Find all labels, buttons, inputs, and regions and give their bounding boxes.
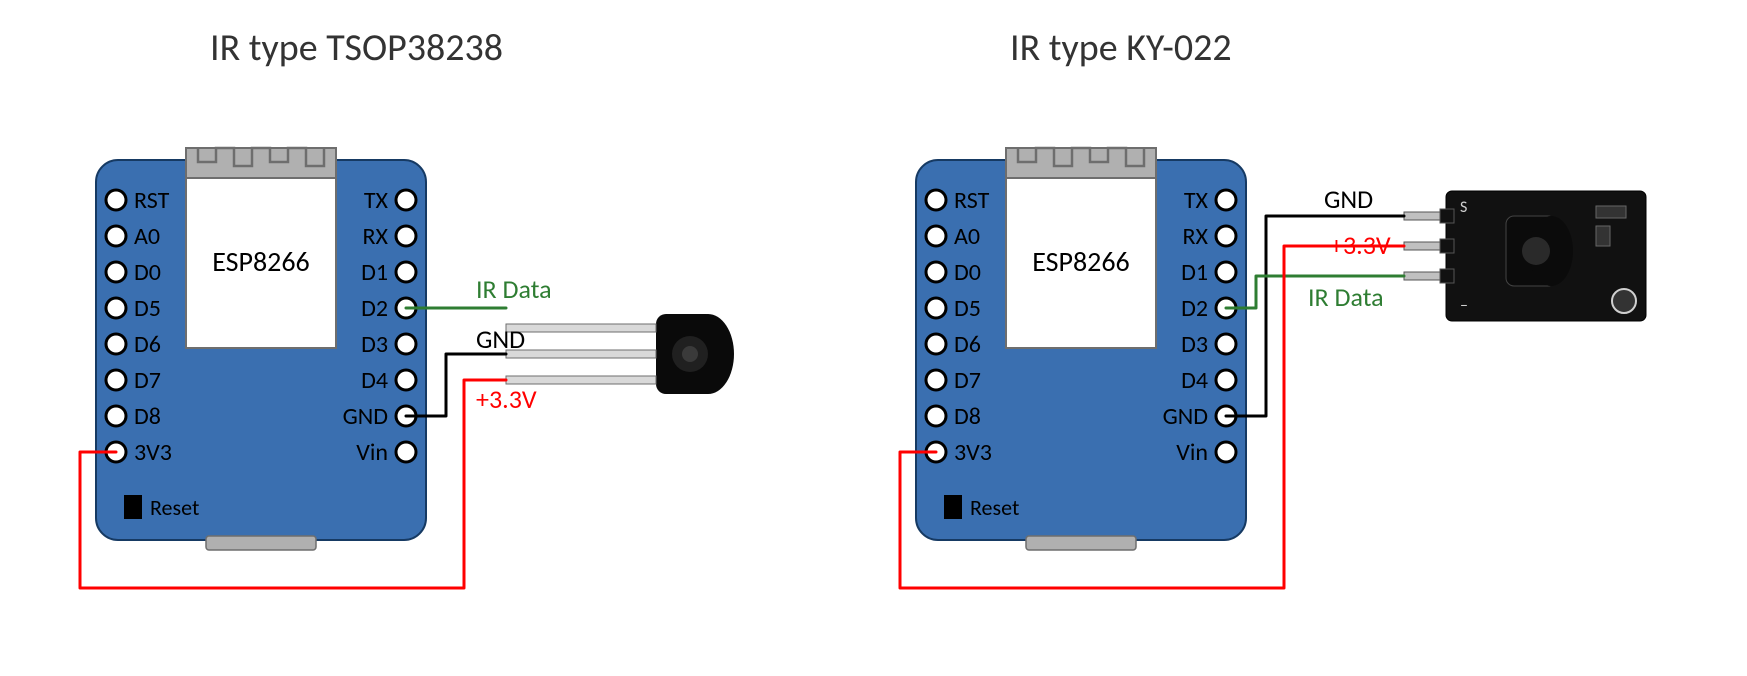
pin-label-left-d7: D7 xyxy=(134,366,161,395)
usb-port xyxy=(206,536,316,550)
pin-right-tx xyxy=(1216,190,1236,210)
reset-label: Reset xyxy=(150,494,199,521)
pin-left-d7 xyxy=(926,370,946,390)
label-left-gnd: GND xyxy=(476,323,525,355)
pin-label-left-3v3: 3V3 xyxy=(954,438,992,467)
label-right-irdata: IR Data xyxy=(1308,281,1384,313)
pin-left-d7 xyxy=(106,370,126,390)
pin-label-right-d1: D1 xyxy=(361,258,388,287)
pin-label-left-d8: D8 xyxy=(134,402,161,431)
reset-button[interactable] xyxy=(124,495,142,519)
title-right: IR type KY-022 xyxy=(1010,25,1232,71)
pin-right-rx xyxy=(1216,226,1236,246)
pin-left-a0 xyxy=(926,226,946,246)
pin-left-d6 xyxy=(926,334,946,354)
pin-label-right-tx: TX xyxy=(1184,186,1209,215)
usb-port xyxy=(1026,536,1136,550)
pin-label-right-d3: D3 xyxy=(1181,330,1208,359)
pin-label-left-rst: RST xyxy=(134,186,170,215)
pin-left-d5 xyxy=(106,298,126,318)
pin-label-left-d5: D5 xyxy=(134,294,161,323)
pin-right-d3 xyxy=(1216,334,1236,354)
pin-right-vin xyxy=(1216,442,1236,462)
pin-right-d4 xyxy=(1216,370,1236,390)
pin-label-left-d0: D0 xyxy=(134,258,161,287)
esp8266-board: ESP8266 RST A0 D0 D5 D6 D7 D8 3V3 TX RX D1 D2 D3 D4 GND… xyxy=(96,148,426,550)
pin-label-left-rst: RST xyxy=(954,186,990,215)
pin-left-d8 xyxy=(926,406,946,426)
title-left: IR type TSOP38238 xyxy=(210,25,503,71)
pin-left-rst xyxy=(926,190,946,210)
pin-label-left-d6: D6 xyxy=(134,330,161,359)
svg-text:S: S xyxy=(1460,198,1467,217)
svg-text:–: – xyxy=(1460,296,1468,315)
pin-left-d0 xyxy=(106,262,126,282)
pin-label-right-d4: D4 xyxy=(361,366,388,395)
pin-left-a0 xyxy=(106,226,126,246)
pin-label-right-vin: Vin xyxy=(356,438,388,467)
pin-right-d3 xyxy=(396,334,416,354)
pin-right-vin xyxy=(396,442,416,462)
pin-right-rx xyxy=(396,226,416,246)
pin-label-left-3v3: 3V3 xyxy=(134,438,172,467)
pin-label-left-d8: D8 xyxy=(954,402,981,431)
pin-right-d1 xyxy=(1216,262,1236,282)
pin-label-right-gnd: GND xyxy=(1163,402,1208,431)
pin-label-right-tx: TX xyxy=(364,186,389,215)
ky022-module: S– xyxy=(1404,191,1646,321)
label-right-gnd: GND xyxy=(1324,183,1373,215)
pin-right-d1 xyxy=(396,262,416,282)
reset-button[interactable] xyxy=(944,495,962,519)
chip-label: ESP8266 xyxy=(1032,244,1130,279)
pin-label-right-d1: D1 xyxy=(1181,258,1208,287)
tsop-lead-0 xyxy=(506,324,656,332)
pin-label-left-a0: A0 xyxy=(954,222,980,251)
pin-left-d8 xyxy=(106,406,126,426)
pin-label-right-d2: D2 xyxy=(361,294,388,323)
pin-label-right-d2: D2 xyxy=(1181,294,1208,323)
pin-label-right-d3: D3 xyxy=(361,330,388,359)
label-left-irdata: IR Data xyxy=(476,273,552,305)
chip-label: ESP8266 xyxy=(212,244,310,279)
esp8266-board: ESP8266 RST A0 D0 D5 D6 D7 D8 3V3 TX RX D1 D2 D3 D4 GND… xyxy=(916,148,1246,550)
pin-label-left-a0: A0 xyxy=(134,222,160,251)
pin-label-right-rx: RX xyxy=(363,222,389,251)
reset-label: Reset xyxy=(970,494,1019,521)
pin-label-left-d7: D7 xyxy=(954,366,981,395)
pin-right-tx xyxy=(396,190,416,210)
pin-label-right-vin: Vin xyxy=(1176,438,1208,467)
pin-label-right-gnd: GND xyxy=(343,402,388,431)
pin-label-right-d4: D4 xyxy=(1181,366,1208,395)
ky022-hole xyxy=(1612,289,1636,313)
pin-label-left-d5: D5 xyxy=(954,294,981,323)
label-left-33v: +3.3V xyxy=(476,383,537,415)
pin-label-right-rx: RX xyxy=(1183,222,1209,251)
tsop38238-sensor xyxy=(506,314,734,394)
pin-left-d5 xyxy=(926,298,946,318)
pin-left-rst xyxy=(106,190,126,210)
pin-label-left-d6: D6 xyxy=(954,330,981,359)
pin-label-left-d0: D0 xyxy=(954,258,981,287)
tsop-lead-1 xyxy=(506,350,656,358)
pin-left-d6 xyxy=(106,334,126,354)
pin-left-d0 xyxy=(926,262,946,282)
pin-right-d4 xyxy=(396,370,416,390)
